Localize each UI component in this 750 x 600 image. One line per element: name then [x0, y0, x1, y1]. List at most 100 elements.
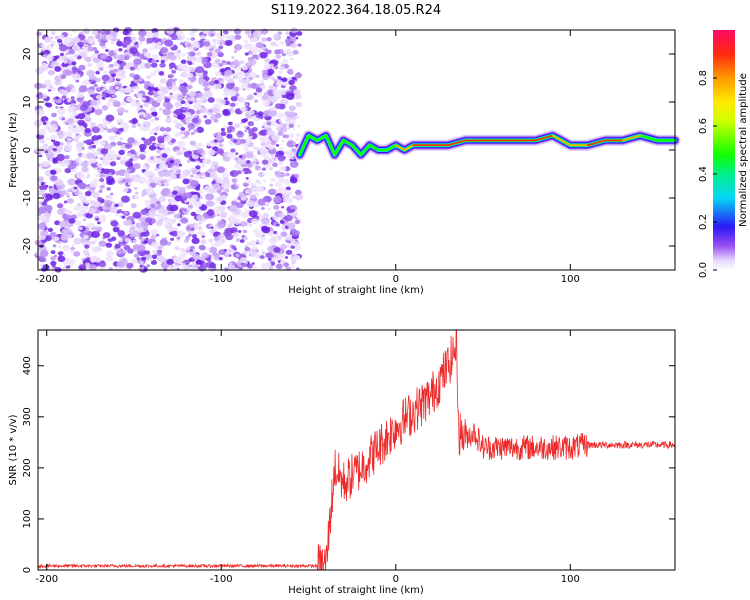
- noise-dot: [136, 67, 141, 72]
- noise-dot: [70, 113, 77, 119]
- noise-dot: [96, 135, 103, 140]
- noise-dot: [136, 104, 141, 108]
- noise-dot: [198, 73, 203, 78]
- noise-dot: [56, 203, 64, 209]
- noise-dot: [281, 193, 290, 200]
- noise-dot: [260, 236, 266, 241]
- noise-dot: [92, 57, 100, 63]
- noise-dot: [173, 158, 181, 165]
- noise-dot: [218, 143, 224, 148]
- noise-dot: [220, 194, 228, 201]
- noise-dot: [195, 165, 201, 170]
- noise-dot: [40, 43, 46, 48]
- noise-dot: [131, 124, 137, 128]
- noise-dot: [291, 77, 297, 81]
- y-tick-label: 300: [22, 407, 33, 426]
- noise-dot: [286, 36, 291, 39]
- noise-dot: [241, 170, 245, 174]
- noise-dot: [86, 175, 90, 179]
- noise-dot: [173, 213, 181, 219]
- noise-dot: [246, 200, 256, 208]
- noise-dot: [288, 133, 295, 138]
- noise-dot: [279, 65, 286, 71]
- noise-dot: [45, 44, 53, 50]
- noise-dot: [236, 183, 240, 187]
- noise-dot: [138, 36, 146, 42]
- noise-dot: [158, 71, 165, 76]
- noise-dot: [142, 121, 151, 129]
- noise-dot: [217, 220, 227, 228]
- noise-dot: [292, 230, 300, 237]
- y-tick-label: 200: [22, 458, 33, 477]
- x-tick-label: -200: [35, 274, 58, 285]
- noise-dot: [244, 244, 249, 248]
- noise-dot: [179, 42, 184, 46]
- noise-dot: [130, 33, 134, 37]
- noise-dot: [239, 239, 245, 243]
- noise-dot: [97, 38, 102, 43]
- noise-dot: [41, 189, 46, 193]
- noise-dot: [214, 80, 220, 85]
- noise-dot: [247, 170, 252, 174]
- noise-dot: [265, 58, 271, 63]
- noise-dot: [240, 211, 250, 219]
- noise-dot: [95, 34, 101, 39]
- noise-dot: [198, 221, 203, 225]
- noise-dot: [128, 230, 132, 233]
- noise-dot: [94, 50, 100, 54]
- noise-dot: [123, 187, 129, 193]
- noise-dot: [177, 34, 186, 41]
- noise-dot: [251, 218, 259, 225]
- noise-dot: [158, 107, 164, 112]
- noise-dot: [198, 244, 205, 250]
- noise-dot: [272, 253, 279, 259]
- noise-dot: [141, 137, 146, 141]
- noise-dot: [72, 68, 81, 76]
- noise-dot: [257, 167, 262, 171]
- noise-dot: [43, 36, 52, 43]
- noise-dot: [151, 111, 158, 117]
- noise-dot: [190, 230, 195, 234]
- noise-dot: [275, 54, 282, 59]
- noise-dot: [54, 66, 62, 72]
- noise-dot: [56, 107, 66, 115]
- noise-dot: [78, 193, 83, 197]
- noise-dot: [151, 59, 156, 63]
- noise-dot: [271, 158, 275, 161]
- noise-dot: [154, 246, 159, 250]
- noise-dot: [77, 119, 86, 126]
- noise-dot: [232, 232, 239, 237]
- noise-dot: [221, 60, 226, 64]
- noise-dot: [47, 227, 54, 233]
- noise-dot: [189, 140, 197, 146]
- noise-dot: [138, 115, 144, 119]
- noise-dot: [186, 60, 191, 63]
- noise-dot: [181, 147, 187, 151]
- noise-dot: [270, 258, 276, 262]
- noise-dot: [71, 44, 80, 52]
- noise-dot: [85, 262, 91, 267]
- noise-dot: [130, 80, 134, 84]
- noise-dot: [196, 161, 201, 165]
- noise-dot: [203, 90, 213, 98]
- noise-dot: [174, 195, 183, 202]
- ridge-peak: [534, 134, 554, 142]
- noise-dot: [144, 62, 152, 69]
- noise-dot: [214, 103, 219, 107]
- noise-dot: [181, 136, 186, 140]
- noise-dot: [50, 134, 58, 140]
- noise-dot: [40, 249, 49, 257]
- noise-dot: [136, 101, 141, 105]
- noise-dot: [93, 239, 98, 243]
- noise-dot: [50, 256, 56, 261]
- noise-dot: [143, 126, 150, 132]
- noise-dot: [173, 119, 179, 124]
- noise-dot: [259, 129, 268, 136]
- noise-dot: [200, 56, 209, 63]
- noise-dot: [50, 30, 56, 36]
- noise-dot: [288, 79, 295, 86]
- noise-dot: [90, 240, 96, 245]
- noise-dot: [289, 177, 298, 184]
- noise-dot: [234, 123, 241, 129]
- noise-dot: [147, 166, 151, 169]
